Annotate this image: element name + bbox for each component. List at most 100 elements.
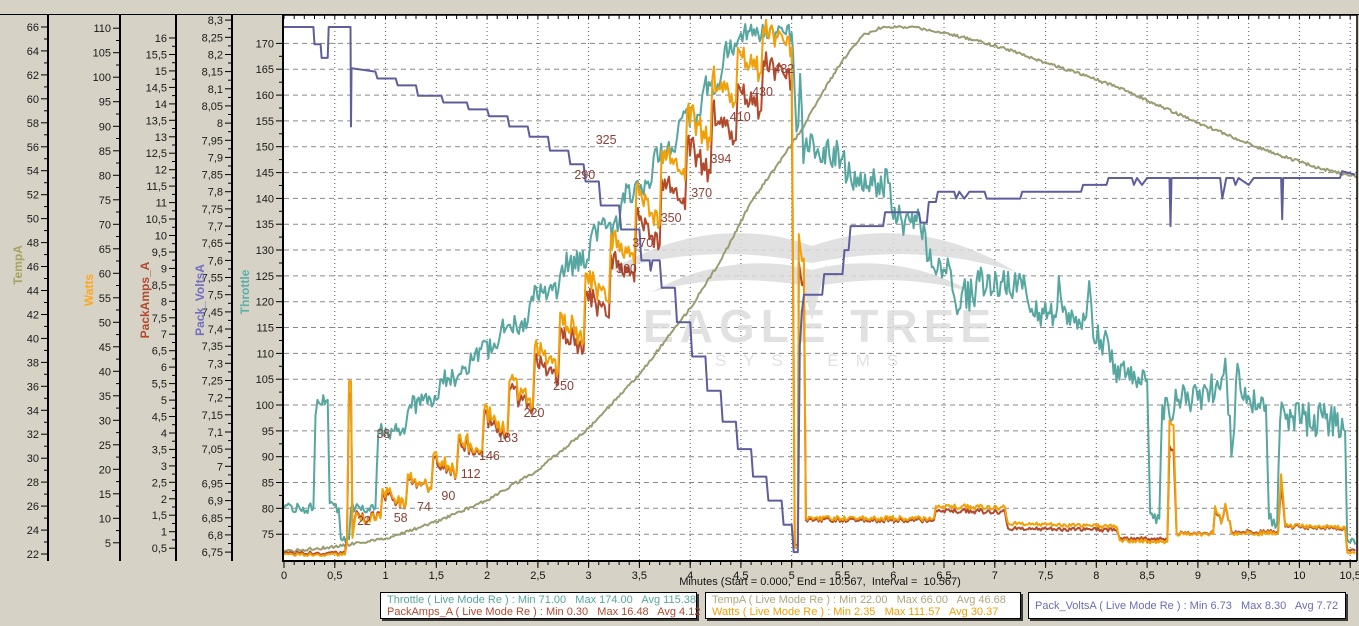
svg-text:13,5: 13,5 (146, 115, 167, 127)
svg-text:52: 52 (27, 190, 39, 202)
annotation-label: 74 (417, 500, 431, 514)
svg-text:75: 75 (99, 195, 111, 207)
svg-text:8,2: 8,2 (208, 50, 223, 62)
svg-text:95: 95 (99, 97, 111, 109)
svg-text:44: 44 (27, 286, 39, 298)
svg-text:9,5: 9,5 (1241, 570, 1256, 582)
svg-text:2,5: 2,5 (152, 477, 167, 489)
legend-row-watts: Watts ( Live Mode Re ) : Min 2.35 Max 11… (712, 605, 999, 618)
svg-text:13: 13 (155, 132, 167, 144)
svg-text:160: 160 (256, 90, 274, 102)
svg-text:105: 105 (93, 48, 111, 60)
svg-text:1,5: 1,5 (152, 510, 167, 522)
y-axis-throttle: 75 80 85 90 95 100 105 110 115 120 125 130 135 140 145… (238, 38, 283, 541)
annotation-label: 112 (461, 467, 481, 481)
svg-text:7,9: 7,9 (208, 152, 223, 164)
svg-text:2: 2 (484, 570, 490, 582)
svg-text:7,35: 7,35 (202, 341, 223, 353)
svg-text:0,5: 0,5 (327, 570, 342, 582)
annotation-label: 183 (497, 431, 518, 445)
svg-text:120: 120 (256, 297, 274, 309)
svg-text:10: 10 (1293, 570, 1305, 582)
svg-text:85: 85 (99, 146, 111, 158)
svg-text:80: 80 (262, 503, 274, 515)
svg-text:7: 7 (161, 329, 167, 341)
svg-text:7,85: 7,85 (202, 170, 223, 182)
svg-text:8,5: 8,5 (152, 280, 167, 292)
annotation-label: 90 (441, 489, 455, 503)
annotation-label: 430 (752, 85, 773, 99)
svg-text:8,15: 8,15 (202, 67, 223, 79)
svg-text:3,5: 3,5 (152, 444, 167, 456)
annotation-label: 410 (730, 110, 751, 124)
svg-text:2: 2 (161, 494, 167, 506)
x-axis: 0 0,5 1 1,5 2 2,5 3 3,5 4 4,5 5 5,5 6 6,5 7 7,5 8 8,5 9 9,5… (281, 15, 1359, 582)
y-axis-pack_voltsa: 6,75 6,8 6,85 6,9 6,95 7 7,05 7,1 7,15 7,2 7,25 7,3… (193, 15, 233, 561)
svg-text:80: 80 (99, 170, 111, 182)
svg-text:110: 110 (93, 23, 111, 35)
svg-text:62: 62 (27, 70, 39, 82)
svg-text:6,95: 6,95 (202, 479, 223, 491)
svg-text:45: 45 (99, 342, 111, 354)
series-watts (283, 18, 1356, 557)
svg-text:26: 26 (27, 501, 39, 513)
svg-text:22: 22 (27, 549, 39, 561)
svg-text:155: 155 (256, 116, 274, 128)
svg-text:9: 9 (161, 263, 167, 275)
watermark-text-1: EAGLE TREE (643, 300, 997, 352)
annotation-label: 394 (711, 152, 732, 166)
annotation-label: 22 (357, 514, 371, 528)
svg-text:8: 8 (217, 118, 223, 130)
svg-text:65: 65 (99, 244, 111, 256)
axis-label-throttle: Throttle (238, 269, 252, 314)
svg-text:66: 66 (27, 22, 39, 34)
svg-text:8,25: 8,25 (202, 32, 223, 44)
svg-text:6,75: 6,75 (202, 547, 223, 559)
x-axis-title: Minutes (Start = 0.000, End = 10.567, In… (679, 576, 961, 588)
svg-text:5: 5 (161, 395, 167, 407)
svg-text:7,1: 7,1 (208, 427, 223, 439)
svg-text:7,5: 7,5 (1038, 570, 1053, 582)
svg-text:8: 8 (1093, 570, 1099, 582)
svg-text:4: 4 (161, 428, 167, 440)
svg-text:35: 35 (99, 391, 111, 403)
svg-text:7,5: 7,5 (208, 290, 223, 302)
svg-text:14,5: 14,5 (146, 82, 167, 94)
svg-text:1: 1 (161, 527, 167, 539)
annotation-label: 220 (524, 406, 545, 420)
svg-text:7,15: 7,15 (202, 410, 223, 422)
svg-text:8,5: 8,5 (1139, 570, 1154, 582)
svg-text:12,5: 12,5 (146, 148, 167, 160)
annotation-label: 250 (553, 379, 574, 393)
annotation-label: 325 (596, 133, 617, 147)
svg-text:25: 25 (99, 440, 111, 452)
svg-text:7,45: 7,45 (202, 307, 223, 319)
svg-text:5,5: 5,5 (835, 570, 850, 582)
svg-text:6: 6 (890, 570, 896, 582)
svg-text:7: 7 (992, 570, 998, 582)
svg-text:11,5: 11,5 (146, 181, 167, 193)
svg-text:7,5: 7,5 (152, 313, 167, 325)
svg-text:4,5: 4,5 (733, 570, 748, 582)
svg-text:115: 115 (256, 323, 274, 335)
svg-text:9: 9 (1195, 570, 1201, 582)
svg-text:64: 64 (27, 46, 39, 58)
svg-text:3,5: 3,5 (632, 570, 647, 582)
svg-text:10,5: 10,5 (146, 214, 167, 226)
svg-text:7,3: 7,3 (208, 358, 223, 370)
svg-text:60: 60 (27, 94, 39, 106)
svg-text:140: 140 (256, 193, 274, 205)
svg-text:10,5: 10,5 (1339, 570, 1359, 582)
legend-row-packvolts: Pack_VoltsA ( Live Mode Re ) : Min 6.73 … (1035, 599, 1339, 612)
legend-box-packvolts: Pack_VoltsA ( Live Mode Re ) : Min 6.73 … (1028, 592, 1346, 619)
svg-text:3: 3 (161, 461, 167, 473)
legend-row-packamps: PackAmps_A ( Live Mode Re ) : Min 0.30 M… (387, 605, 701, 618)
annotation-label: 38 (376, 427, 390, 441)
svg-text:6,5: 6,5 (936, 570, 951, 582)
svg-text:7,75: 7,75 (202, 204, 223, 216)
svg-text:165: 165 (256, 64, 274, 76)
y-axis-tempa: 22 24 26 28 30 32 34 36 38 40 42 44 46 48 50 52 54 56 58 60… (11, 15, 49, 561)
svg-text:7,55: 7,55 (202, 273, 223, 285)
annotation-label: 58 (394, 511, 408, 525)
axis-label-packamps_a: PackAmps_A (138, 261, 152, 338)
